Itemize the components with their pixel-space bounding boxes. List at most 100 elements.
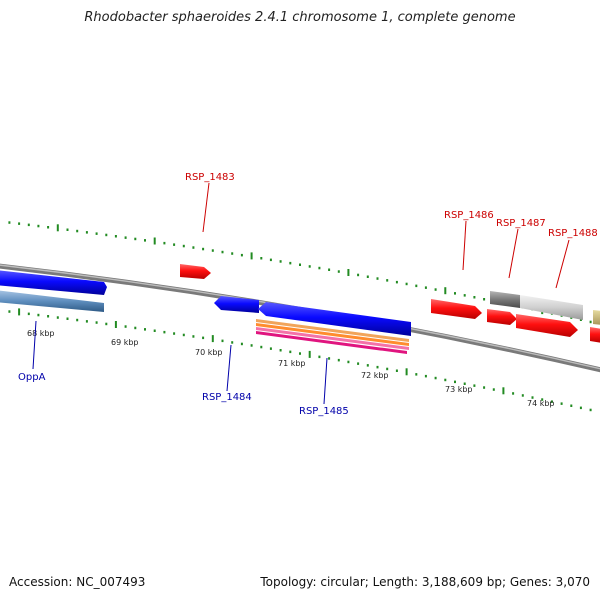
minor-tick [202,247,205,251]
minor-tick [240,342,243,346]
label-leaders [32,182,570,405]
minor-tick [66,228,69,231]
minor-tick [531,396,534,399]
minor-tick [347,360,350,364]
minor-tick [328,357,331,360]
gene-label-rsp-1484[interactable]: RSP_1484 [202,392,252,403]
minor-tick [434,376,437,380]
minor-tick [424,374,427,378]
minor-tick [492,388,495,391]
minor-tick [318,355,321,359]
minor-tick [318,266,321,270]
minor-tick [473,384,476,387]
minor-tick [376,365,379,369]
gene-rsp-1485-features [256,319,409,354]
gene-rsp-1488[interactable] [516,314,578,337]
minor-tick [337,270,340,273]
minor-tick [289,261,292,265]
minor-tick [8,310,11,313]
minor-tick [269,347,272,350]
minor-tick [279,260,282,263]
minor-tick [589,408,592,412]
major-tick [405,368,408,376]
minor-tick [260,257,263,260]
minor-tick [386,279,389,282]
gene-label-rsp-1486[interactable]: RSP_1486 [444,210,494,221]
minor-tick [105,322,108,326]
minor-tick [76,318,79,322]
gene-rsp-1485[interactable] [258,302,411,336]
minor-tick [308,265,311,268]
minor-tick [337,358,340,362]
minor-tick [541,398,544,401]
minor-tick [395,369,398,372]
minor-tick [221,250,224,254]
gene-rsp-1486b[interactable] [487,309,517,325]
gene-rsp-1486[interactable] [431,299,482,319]
major-tick [444,287,447,295]
major-tick [308,350,311,358]
scale-labels: 68 kbp 69 kbp 70 kbp 71 kbp 72 kbp 73 kb… [27,329,555,408]
gene-edge-red[interactable] [590,327,600,343]
minor-tick [376,277,379,280]
minor-tick [260,345,263,349]
minor-tick [192,335,195,338]
minor-tick [211,249,214,252]
minor-tick [76,229,79,233]
minor-tick [37,224,40,228]
minor-tick [134,326,137,330]
minor-tick [560,402,563,405]
minor-tick [579,318,582,321]
minor-tick [512,392,515,395]
gene-rsp-1487[interactable] [490,291,583,320]
minor-tick [444,378,447,382]
gene-labels: OppA RSP_1483 RSP_1484 RSP_1485 RSP_1486… [18,172,598,417]
minor-tick [589,320,592,324]
minor-tick [405,282,408,286]
minor-tick [240,253,243,257]
gene-rsp-1484[interactable] [214,296,259,313]
scale-label: 70 kbp [195,348,223,357]
minor-tick [279,349,282,352]
major-tick [114,321,117,328]
scale-label: 74 kbp [527,399,555,408]
minor-tick [173,332,176,335]
minor-tick [134,237,137,241]
minor-tick [269,258,272,262]
gene-label-rsp-1485[interactable]: RSP_1485 [299,406,349,417]
gene-oppa[interactable] [0,270,107,295]
minor-tick [463,294,466,297]
minor-tick [85,231,88,234]
gene-rsp-1483[interactable] [180,264,211,279]
minor-tick [386,367,389,371]
major-tick [502,387,505,395]
gene-edge-khaki[interactable] [593,310,600,325]
minor-tick [415,373,418,376]
minor-tick [66,317,69,320]
gene-label-rsp-1483[interactable]: RSP_1483 [185,172,235,183]
minor-tick [395,280,398,284]
minor-tick [463,382,466,385]
minor-tick [231,252,234,255]
gene-oppa-lower[interactable] [0,290,104,312]
minor-tick [163,330,166,334]
minor-tick [521,394,524,397]
gene-label-rsp-1487[interactable]: RSP_1487 [496,218,546,229]
minor-tick [434,288,437,291]
scale-label: 69 kbp [111,338,139,347]
minor-tick [37,313,40,317]
minor-tick [27,312,30,316]
minor-tick [357,273,360,277]
minor-tick [105,233,108,237]
major-tick [211,335,214,343]
minor-tick [95,321,98,324]
minor-tick [202,336,205,340]
gene-label-oppa[interactable]: OppA [18,372,46,383]
gene-label-rsp-1488[interactable]: RSP_1488 [548,228,598,239]
minor-tick [328,268,331,271]
minor-tick [289,350,292,354]
minor-tick [366,275,369,278]
minor-tick [366,364,369,367]
minor-tick [8,221,11,224]
minor-tick [182,333,185,337]
